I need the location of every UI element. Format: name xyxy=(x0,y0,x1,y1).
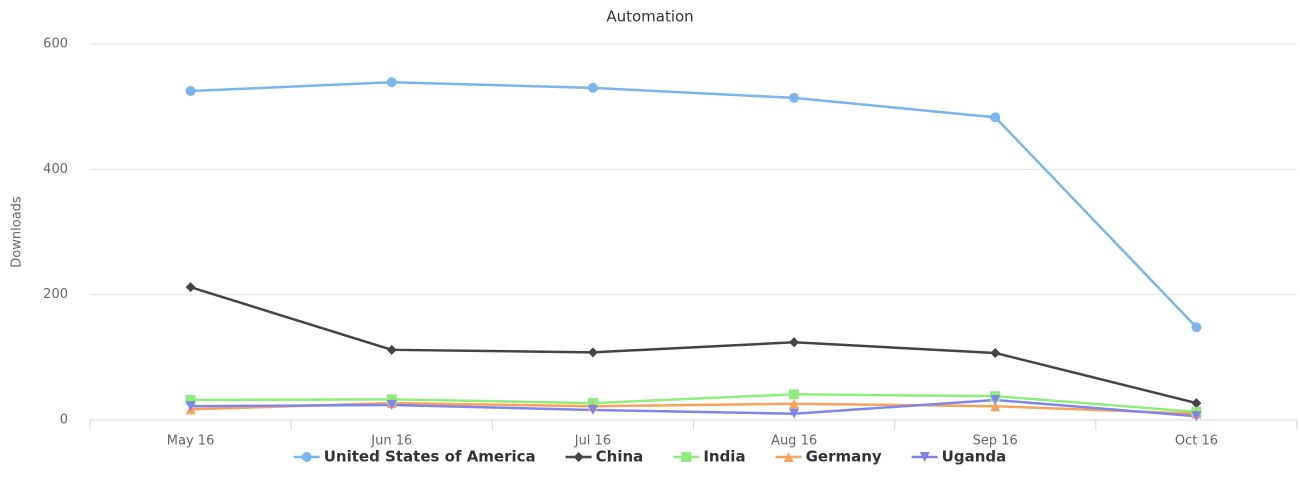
marker xyxy=(990,347,1001,358)
x-tick-label: Oct 16 xyxy=(1175,434,1218,449)
series-line xyxy=(190,398,1197,418)
marker xyxy=(301,452,312,462)
marker xyxy=(587,82,598,93)
marker xyxy=(587,404,598,415)
marker xyxy=(789,337,800,348)
y-axis-label: Downloads xyxy=(10,196,25,268)
marker xyxy=(919,452,930,462)
marker xyxy=(1191,411,1202,422)
marker xyxy=(990,401,1001,412)
marker xyxy=(990,394,1001,405)
y-tick-label: 600 xyxy=(43,37,68,52)
x-tick-label: Jul 16 xyxy=(574,434,611,449)
x-tick-label: Aug 16 xyxy=(771,434,817,449)
y-tick-label: 0 xyxy=(60,413,68,428)
series-line xyxy=(190,80,1198,329)
legend-item: United States of America xyxy=(293,448,536,466)
series-line xyxy=(190,393,1197,414)
legend-label: Uganda xyxy=(942,448,1007,466)
legend-item: Germany xyxy=(775,448,882,466)
marker xyxy=(789,92,800,103)
marker xyxy=(789,389,800,400)
marker xyxy=(587,347,598,358)
marker xyxy=(185,401,196,412)
marker xyxy=(681,452,692,462)
marker xyxy=(783,452,794,462)
marker xyxy=(386,77,397,88)
x-tick-label: Sep 16 xyxy=(973,434,1018,449)
chart-title: Automation xyxy=(606,8,693,26)
legend-label: Germany xyxy=(806,448,882,466)
marker xyxy=(789,398,800,409)
marker xyxy=(573,452,584,462)
legend-item: Uganda xyxy=(911,448,1007,466)
y-tick-label: 400 xyxy=(43,162,68,177)
legend-item: China xyxy=(565,448,644,466)
legend-label: India xyxy=(703,448,745,466)
marker xyxy=(789,408,800,419)
marker xyxy=(1191,322,1202,333)
marker xyxy=(185,282,196,293)
marker xyxy=(1191,398,1202,409)
legend-label: China xyxy=(596,448,644,466)
marker xyxy=(185,86,196,96)
x-tick-label: Jun 16 xyxy=(370,434,412,449)
marker xyxy=(386,399,397,410)
marker xyxy=(990,112,1001,123)
marker xyxy=(386,344,397,355)
legend-label: United States of America xyxy=(324,448,536,466)
series-line xyxy=(190,285,1197,405)
legend: United States of America China India German… xyxy=(293,448,1007,466)
x-tick-label: May 16 xyxy=(167,434,215,449)
y-tick-label: 200 xyxy=(43,287,68,302)
legend-item: India xyxy=(673,448,746,466)
